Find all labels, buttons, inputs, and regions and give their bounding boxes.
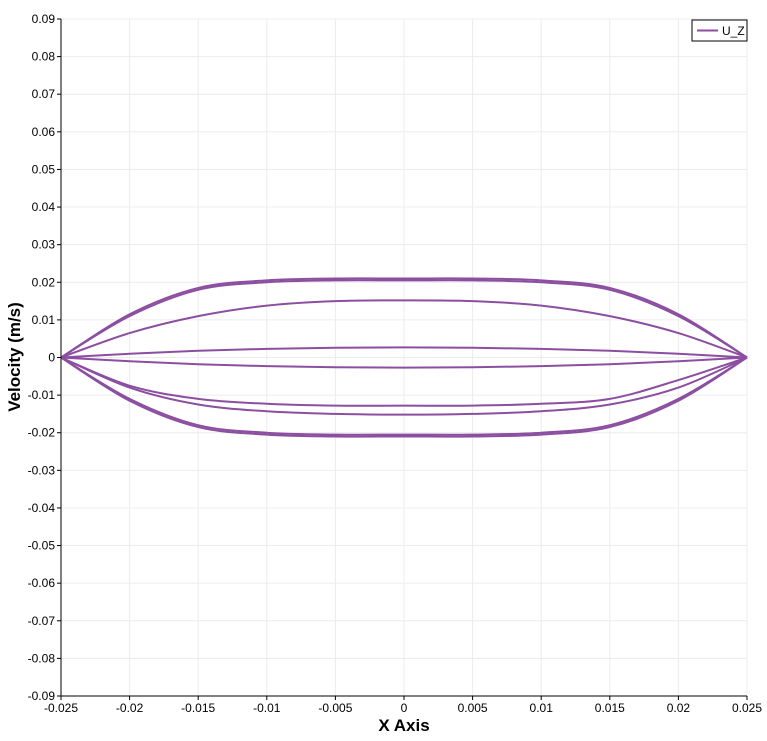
series-lines [60,277,748,438]
series-line-2 [60,279,748,359]
grid-lines [60,18,748,697]
x-tick-label: 0.01 [530,701,554,715]
y-tick-label: -0.07 [28,614,56,628]
y-tick-label: -0.02 [28,426,56,440]
x-tick-label: -0.005 [318,701,352,715]
series-line-6 [60,356,748,407]
x-tick-label: 0.02 [667,701,691,715]
x-tick-label: -0.025 [44,701,78,715]
series-line-3 [60,299,748,359]
series-line-9 [60,356,748,438]
y-tick-label: -0.08 [28,651,56,665]
x-tick-label: -0.015 [181,701,215,715]
y-tick-label: 0.09 [32,12,56,26]
y-tick-label: 0.05 [32,162,56,176]
x-tick-label: -0.02 [116,701,144,715]
y-ticks: 0.09 0.08 0.07 0.06 0.05 0.04 0.03 0.02 0.01 0 -0.… [28,12,61,703]
x-ticks: -0.025 -0.02 -0.015 -0.01 -0.005 0 0.005 0.01 0.… [44,696,762,715]
y-axis-title: Velocity (m/s) [5,302,24,412]
x-tick-label: 0.015 [595,701,625,715]
series-line-1 [60,277,748,359]
y-tick-label: 0.07 [32,87,56,101]
y-tick-label: -0.06 [28,576,56,590]
series-line-7 [60,356,748,416]
y-tick-label: 0.02 [32,275,56,289]
x-tick-label: 0 [401,701,408,715]
series-line-4 [60,346,748,359]
series-line-5 [60,356,748,369]
legend-entry: U_Z [722,24,745,38]
x-tick-label: 0.005 [458,701,488,715]
y-tick-label: -0.03 [28,463,56,477]
x-tick-label: -0.01 [253,701,281,715]
y-tick-label: 0.04 [32,200,56,214]
y-tick-label: 0.08 [32,50,56,64]
y-tick-label: 0.01 [32,313,56,327]
y-tick-label: 0.06 [32,125,56,139]
y-tick-label: -0.01 [28,388,56,402]
x-tick-label: 0.025 [732,701,762,715]
y-tick-label: -0.05 [28,539,56,553]
x-axis-title: X Axis [378,716,429,735]
legend-box [691,19,748,42]
y-tick-label: 0.03 [32,238,56,252]
legend: U_Z [691,19,748,42]
series-line-8 [60,356,748,436]
y-tick-label: 0 [48,351,55,365]
y-tick-label: -0.04 [28,501,56,515]
y-tick-label: -0.09 [28,689,56,703]
